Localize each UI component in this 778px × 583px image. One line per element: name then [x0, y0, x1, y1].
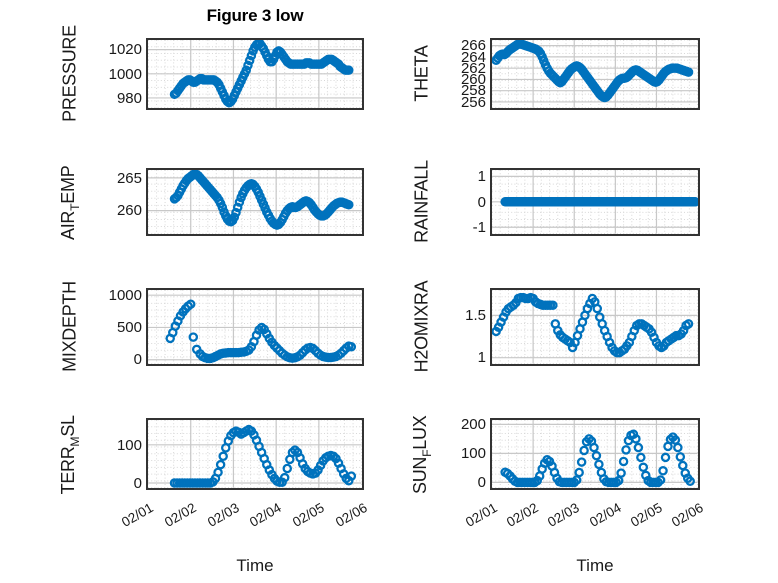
gridlines-sun_flux [492, 420, 698, 488]
y-tick-label: 1000 [108, 286, 142, 304]
figure-title: Figure 3 low [206, 6, 304, 25]
y-axis-label-sun_flux: SUNFLUX [410, 415, 434, 495]
y-tick-label: 262 [460, 59, 486, 77]
y-tick-label: 264 [460, 48, 486, 66]
y-tick-label: 256 [460, 93, 486, 111]
plot-area-h2omixrat [490, 288, 700, 366]
data-series-theta [492, 40, 694, 103]
x-tick-label: 02/03 [545, 500, 583, 530]
data-series-pressure [169, 40, 354, 108]
x-tick-label: 02/06 [668, 500, 706, 530]
y-tick-label: 266 [460, 37, 486, 55]
y-tick-label: 200 [460, 416, 486, 434]
y-tick-label: 1020 [108, 41, 142, 59]
y-tick-label: 1 [477, 349, 486, 367]
x-tick-label: 02/05 [627, 500, 665, 530]
y-tick-label: 1.5 [465, 307, 486, 325]
gridlines-h2omixrat [492, 290, 698, 364]
plot-area-mixdepth [146, 288, 364, 366]
data-series-terr_msl [169, 424, 357, 488]
y-tick-label: -1 [472, 218, 486, 236]
y-tick-label: 100 [116, 436, 142, 454]
y-tick-label: 0 [477, 193, 486, 211]
x-tick-label: 02/03 [204, 500, 242, 530]
plot-area-sun_flux [490, 418, 700, 490]
data-series-h2omixrat [492, 292, 694, 358]
x-axis-label: Time [236, 556, 274, 575]
y-tick-label: 0 [477, 474, 486, 492]
plot-area-pressure [146, 38, 364, 110]
x-tick-label: 02/04 [586, 500, 624, 530]
x-tick-label: 02/06 [332, 500, 370, 530]
y-tick-label: 1 [477, 168, 486, 186]
x-tick-label: 02/04 [247, 500, 285, 530]
x-tick-label: 02/01 [119, 500, 156, 530]
y-tick-label: 265 [116, 169, 142, 187]
plot-area-terr_msl [146, 418, 364, 490]
x-tick-label: 02/02 [504, 500, 542, 530]
x-tick-label: 02/05 [290, 500, 327, 530]
y-axis-label-pressure: PRESSURE [59, 25, 80, 122]
x-tick-label: 02/02 [161, 500, 199, 530]
data-series-air_temp [169, 170, 354, 230]
y-tick-label: 980 [116, 89, 142, 107]
plot-area-theta [490, 38, 700, 110]
data-series-rainfall [500, 197, 698, 207]
y-tick-label: 100 [460, 445, 486, 463]
y-tick-label: 0 [133, 474, 142, 492]
y-axis-label-terr_msl: TERRMSL [58, 415, 82, 495]
y-tick-label: 260 [460, 71, 486, 89]
y-tick-label: 0 [133, 351, 142, 369]
data-series-mixdepth [165, 299, 357, 364]
y-tick-label: 500 [116, 319, 142, 337]
data-series-sun_flux [500, 429, 695, 488]
y-tick-label: 258 [460, 82, 486, 100]
x-axis-label: Time [576, 556, 614, 575]
x-tick-label: 02/01 [463, 500, 500, 530]
plot-area-rainfall [490, 168, 700, 236]
plot-area-air_temp [146, 168, 364, 236]
y-tick-label: 1000 [108, 65, 142, 83]
y-tick-label: 260 [116, 202, 142, 220]
